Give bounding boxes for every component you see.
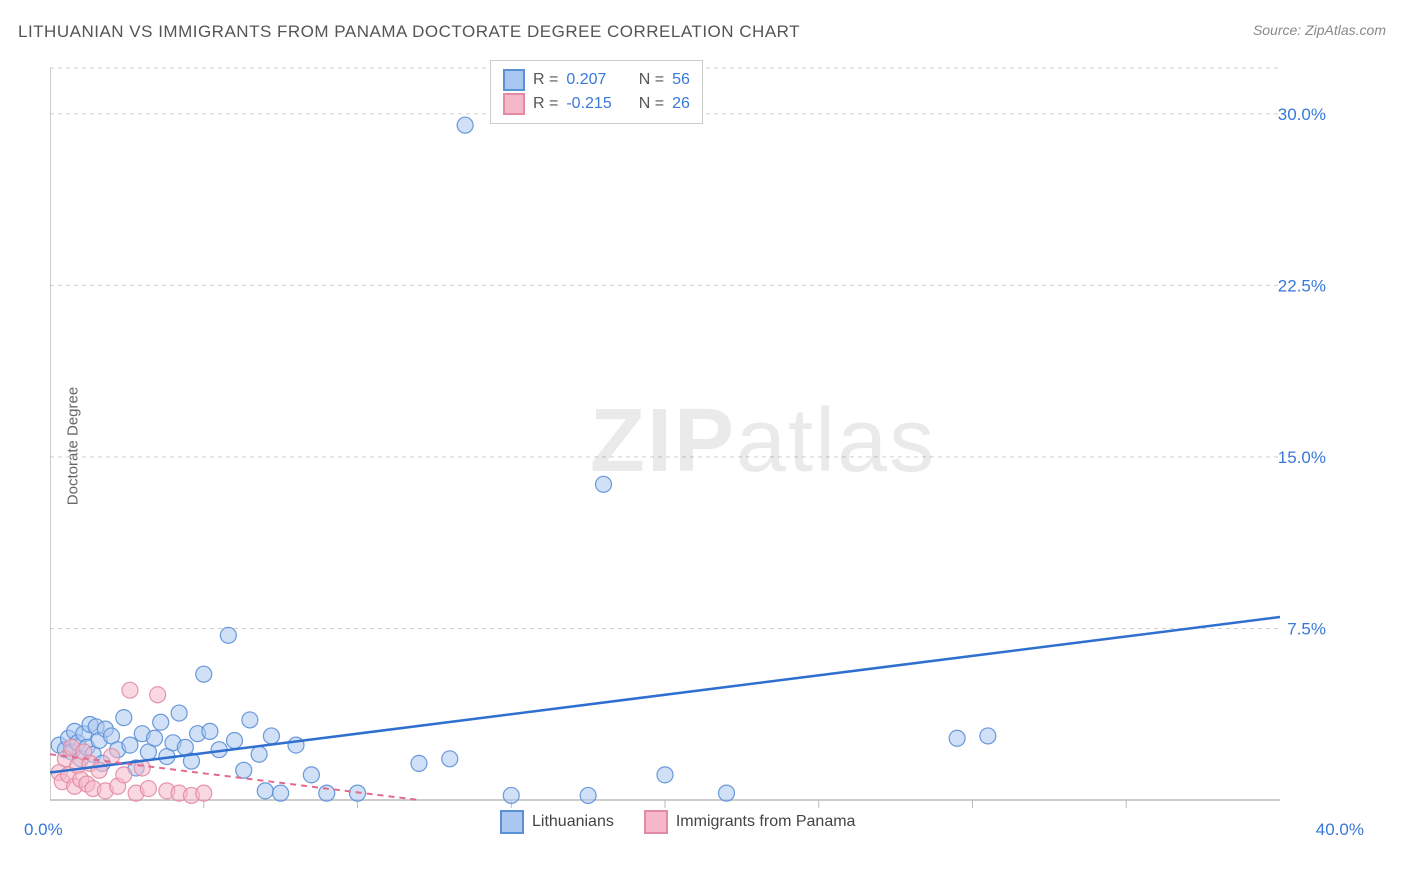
chart-area: 7.5%15.0%22.5%30.0% ZIPatlas R =0.207 N …: [50, 60, 1330, 830]
stats-r-label: R =: [533, 71, 558, 89]
stats-row: R = -0.215 N = 26: [503, 93, 690, 115]
legend-swatch: [644, 810, 668, 834]
svg-text:15.0%: 15.0%: [1278, 448, 1326, 467]
legend-label: Lithuanians: [532, 813, 614, 831]
stats-swatch: [503, 93, 525, 115]
svg-text:30.0%: 30.0%: [1278, 105, 1326, 124]
chart-title: LITHUANIAN VS IMMIGRANTS FROM PANAMA DOC…: [18, 22, 800, 42]
x-axis-min-label: 0.0%: [24, 820, 63, 840]
svg-text:7.5%: 7.5%: [1287, 619, 1326, 638]
stats-n-value: 56: [672, 71, 690, 89]
svg-text:22.5%: 22.5%: [1278, 276, 1326, 295]
stats-row: R = 0.207 N = 56: [503, 69, 690, 91]
legend-item: Immigrants from Panama: [644, 810, 856, 834]
legend-label: Immigrants from Panama: [676, 813, 856, 831]
series-legend: Lithuanians Immigrants from Panama: [500, 808, 855, 836]
source-attribution: Source: ZipAtlas.com: [1253, 22, 1386, 38]
stats-n-value: 26: [672, 95, 690, 113]
stats-r-value: 0.207: [566, 71, 626, 89]
stats-n-label: N =: [634, 95, 664, 113]
stats-swatch: [503, 69, 525, 91]
scatter-chart-svg: 7.5% 15.0% 22.5% 30.0%: [50, 60, 1330, 830]
legend-swatch: [500, 810, 524, 834]
stats-r-value: -0.215: [566, 95, 626, 113]
legend-item: Lithuanians: [500, 810, 614, 834]
stats-r-label: R =: [533, 95, 558, 113]
correlation-stats-box: R = 0.207 N = 56 R = -0.215 N = 26: [490, 60, 703, 124]
stats-n-label: N =: [634, 71, 664, 89]
x-axis-max-label: 40.0%: [1316, 820, 1364, 840]
